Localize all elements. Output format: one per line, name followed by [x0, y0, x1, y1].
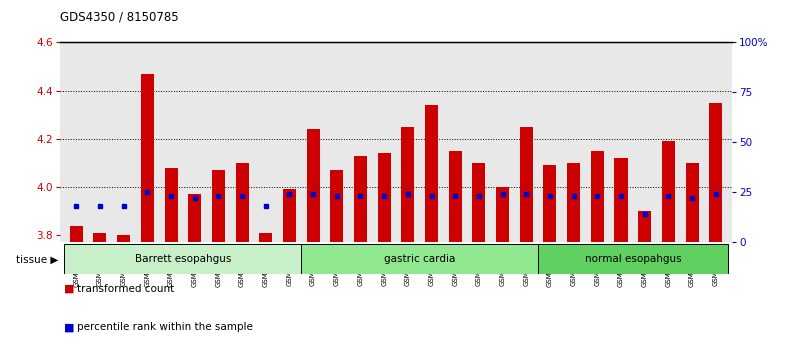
Bar	[615, 158, 627, 242]
Bar	[165, 168, 178, 242]
Bar	[212, 170, 225, 242]
Text: GDS4350 / 8150785: GDS4350 / 8150785	[60, 11, 178, 24]
Text: percentile rank within the sample: percentile rank within the sample	[77, 322, 253, 332]
Bar	[401, 127, 415, 242]
Text: gastric cardia: gastric cardia	[384, 254, 455, 264]
Bar	[449, 151, 462, 242]
Bar	[538, 244, 728, 274]
Bar	[591, 151, 604, 242]
Bar	[70, 225, 83, 242]
Text: ■: ■	[64, 284, 74, 293]
Bar	[709, 103, 722, 242]
Text: Barrett esopahgus: Barrett esopahgus	[135, 254, 231, 264]
Bar	[661, 141, 675, 242]
Text: tissue ▶: tissue ▶	[16, 254, 58, 264]
Bar	[377, 153, 391, 242]
Bar	[330, 170, 343, 242]
Bar	[301, 244, 538, 274]
Bar	[259, 233, 272, 242]
Bar	[283, 189, 296, 242]
Bar	[544, 165, 556, 242]
Bar	[520, 127, 533, 242]
Text: normal esopahgus: normal esopahgus	[584, 254, 681, 264]
Bar	[117, 235, 131, 242]
Bar	[188, 194, 201, 242]
Bar	[93, 233, 107, 242]
Text: transformed count: transformed count	[77, 284, 174, 293]
Bar	[425, 105, 438, 242]
Bar	[141, 74, 154, 242]
Text: ■: ■	[64, 322, 74, 332]
Bar	[567, 163, 580, 242]
Bar	[472, 163, 486, 242]
Bar	[638, 211, 651, 242]
Bar	[496, 187, 509, 242]
Bar	[64, 244, 301, 274]
Bar	[236, 163, 248, 242]
Bar	[685, 163, 699, 242]
Bar	[354, 156, 367, 242]
Bar	[306, 129, 320, 242]
